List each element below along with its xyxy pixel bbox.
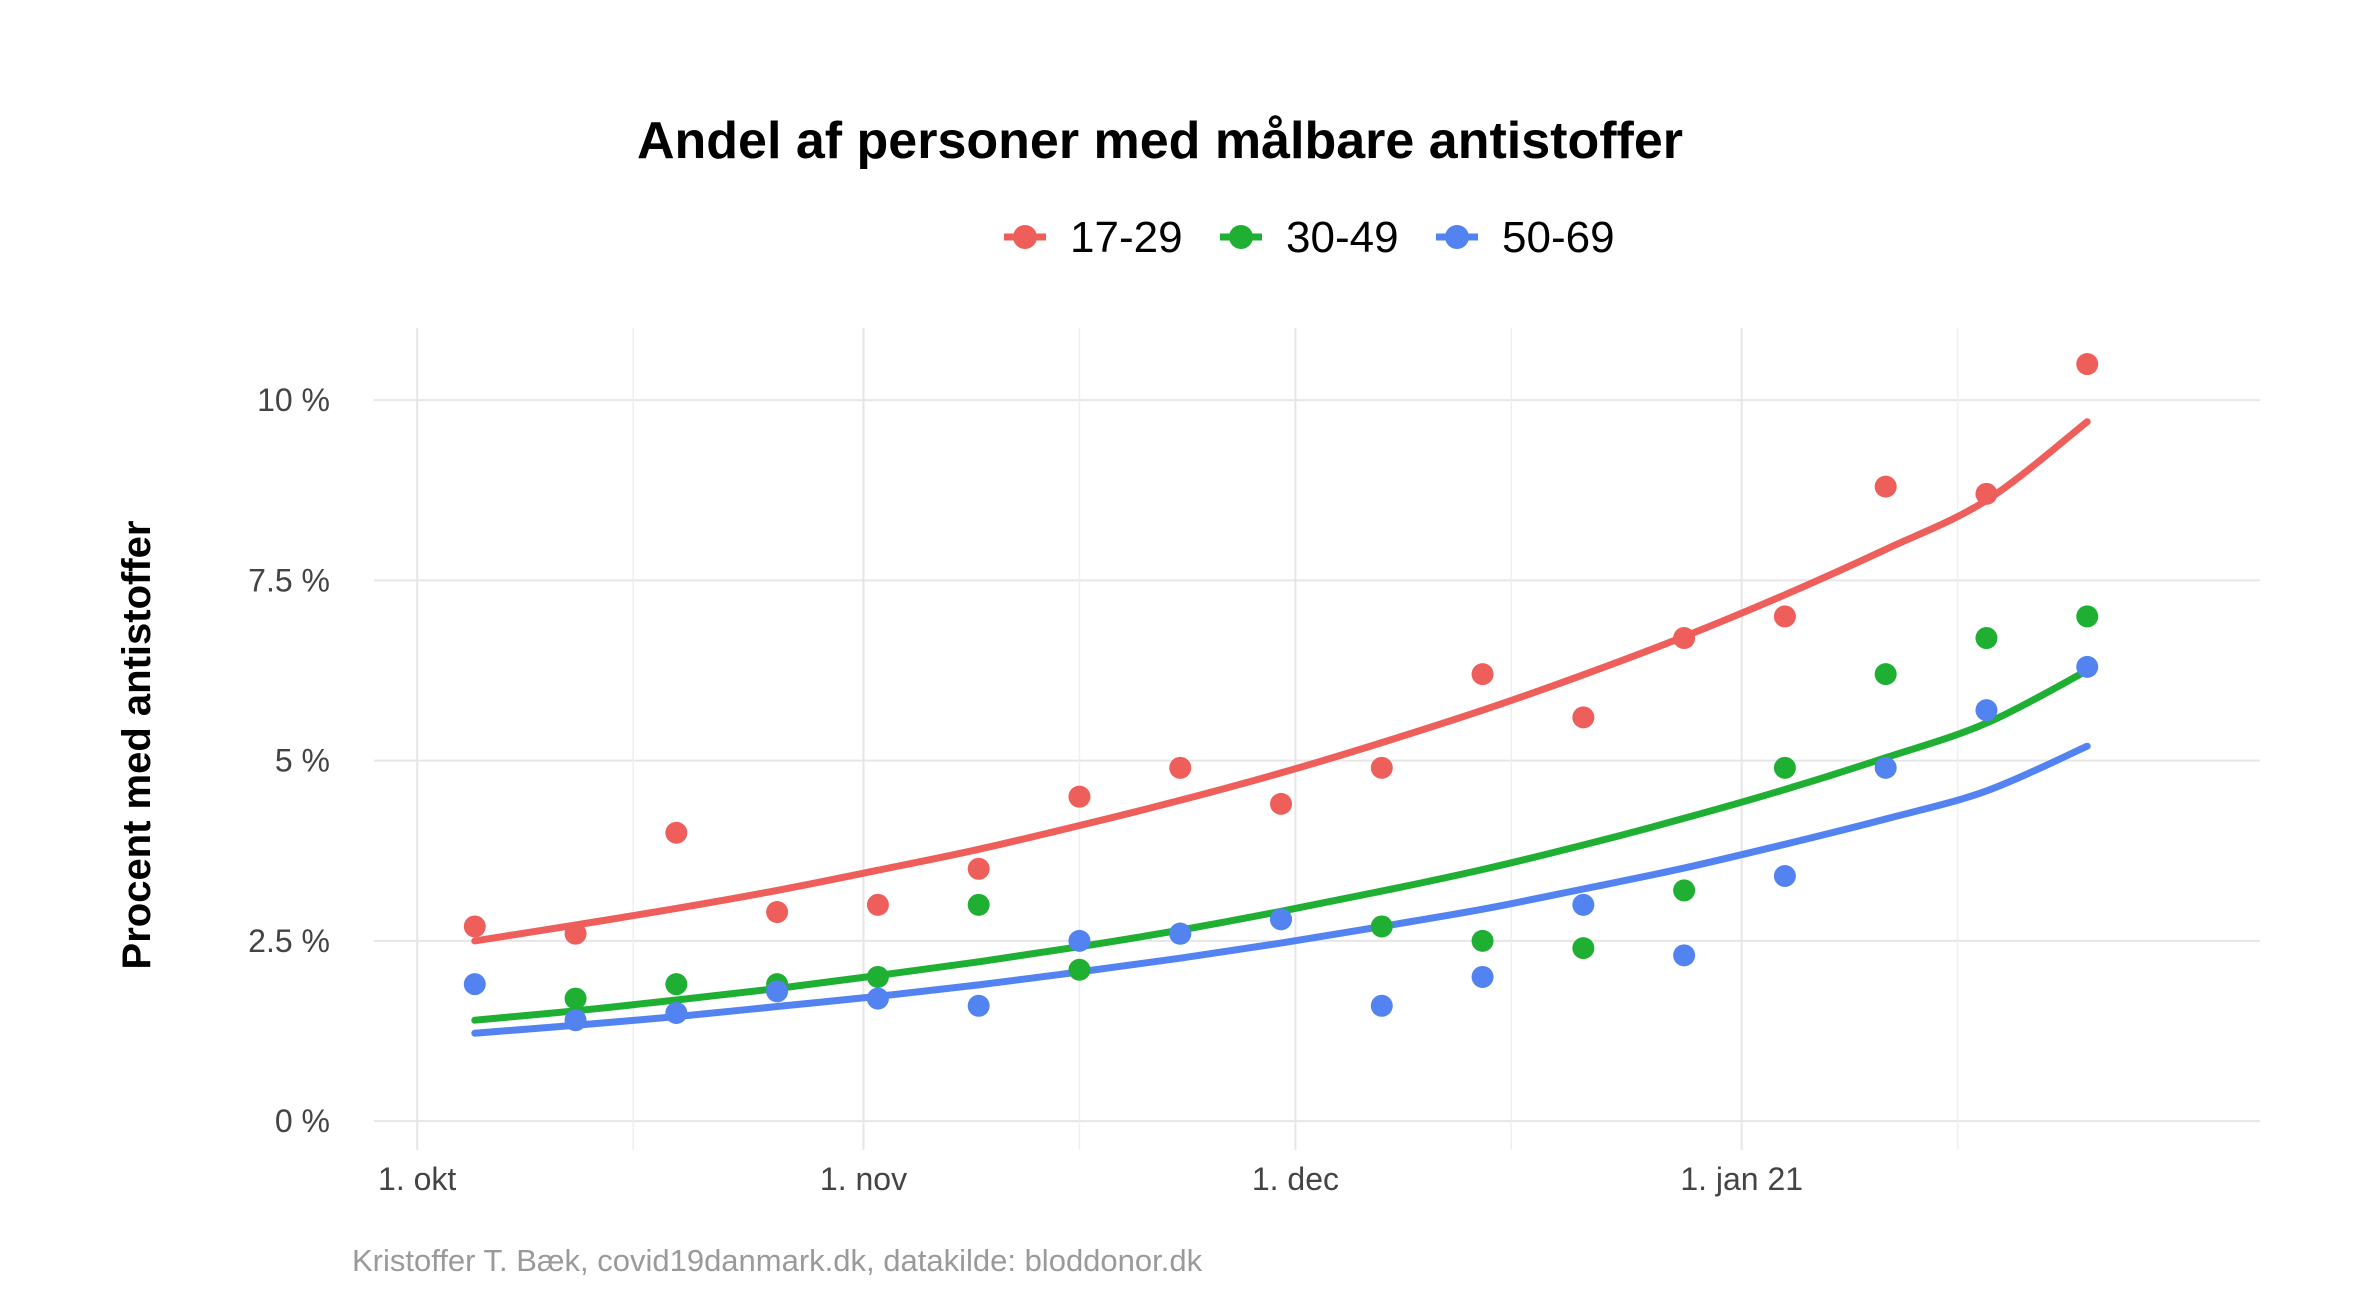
data-point-50-69 (1673, 944, 1696, 967)
x-axis: 1. okt 1. nov 1. dec 1. jan 21 (378, 1161, 1803, 1197)
legend-marker-50-69 (1445, 225, 1469, 249)
data-point-50-69 (967, 994, 990, 1017)
data-point-30-49 (1471, 929, 1494, 952)
x-tick-label: 1. jan 21 (1680, 1161, 1803, 1197)
data-point-30-49 (1370, 915, 1393, 938)
data-point-50-69 (463, 973, 486, 996)
legend-marker-30-49 (1229, 225, 1253, 249)
data-point-50-69 (1270, 908, 1293, 931)
data-points (463, 353, 2099, 1032)
data-point-17-29 (1068, 785, 1091, 808)
data-point-50-69 (1169, 922, 1192, 945)
data-point-30-49 (866, 965, 889, 988)
data-point-17-29 (1270, 792, 1293, 815)
y-tick-label: 10 % (257, 382, 330, 418)
trend-line-30-49 (471, 667, 2091, 1024)
legend-label-17-29: 17-29 (1070, 213, 1183, 262)
x-tick-label: 1. dec (1252, 1161, 1339, 1197)
caption: Kristoffer T. Bæk, covid19danmark.dk, da… (352, 1243, 1203, 1278)
data-point-30-49 (564, 987, 587, 1010)
data-point-50-69 (1572, 893, 1595, 916)
data-point-17-29 (1975, 482, 1998, 505)
y-tick-label: 7.5 % (248, 562, 330, 598)
data-point-17-29 (1673, 627, 1696, 650)
data-point-50-69 (1975, 699, 1998, 722)
data-point-17-29 (1370, 756, 1393, 779)
data-point-50-69 (866, 987, 889, 1010)
y-tick-label: 0 % (275, 1103, 330, 1139)
y-tick-label: 5 % (275, 743, 330, 779)
data-point-30-49 (1572, 937, 1595, 960)
data-point-50-69 (564, 1009, 587, 1032)
data-point-17-29 (1471, 663, 1494, 686)
data-point-30-49 (1874, 663, 1897, 686)
data-point-17-29 (1773, 605, 1796, 628)
data-point-17-29 (1169, 756, 1192, 779)
legend: 17-29 30-49 50-69 (1004, 213, 1615, 262)
legend-marker-17-29 (1013, 225, 1037, 249)
trend-line-17-29 (471, 418, 2091, 945)
legend-label-50-69: 50-69 (1502, 213, 1615, 262)
data-point-30-49 (1673, 879, 1696, 902)
data-point-17-29 (2076, 353, 2099, 376)
data-point-17-29 (866, 893, 889, 916)
data-point-50-69 (1370, 994, 1393, 1017)
x-tick-label: 1. okt (378, 1161, 456, 1197)
data-point-17-29 (1572, 706, 1595, 729)
y-axis-label: Procent med antistoffer (115, 521, 159, 970)
data-point-17-29 (463, 915, 486, 938)
data-point-30-49 (1975, 627, 1998, 650)
data-point-17-29 (665, 821, 688, 844)
data-point-30-49 (1068, 958, 1091, 981)
trend-line-50-69 (471, 742, 2091, 1037)
data-point-30-49 (967, 893, 990, 916)
legend-label-30-49: 30-49 (1286, 213, 1399, 262)
grid (374, 328, 2260, 1150)
data-point-17-29 (564, 922, 587, 945)
data-point-17-29 (967, 857, 990, 880)
data-point-50-69 (766, 980, 789, 1003)
data-point-50-69 (1874, 756, 1897, 779)
data-point-30-49 (1773, 756, 1796, 779)
x-tick-label: 1. nov (820, 1161, 907, 1197)
data-point-30-49 (2076, 605, 2099, 628)
data-point-17-29 (766, 901, 789, 924)
data-point-17-29 (1874, 475, 1897, 498)
chart-title: Andel af personer med målbare antistoffe… (637, 112, 1683, 170)
data-point-50-69 (1068, 929, 1091, 952)
data-point-30-49 (665, 973, 688, 996)
data-point-50-69 (1773, 865, 1796, 887)
data-point-50-69 (1471, 965, 1494, 988)
y-axis: 0 % 2.5 % 5 % 7.5 % 10 % (248, 382, 330, 1139)
data-point-50-69 (665, 1002, 688, 1024)
y-tick-label: 2.5 % (248, 923, 330, 959)
data-point-50-69 (2076, 655, 2099, 678)
